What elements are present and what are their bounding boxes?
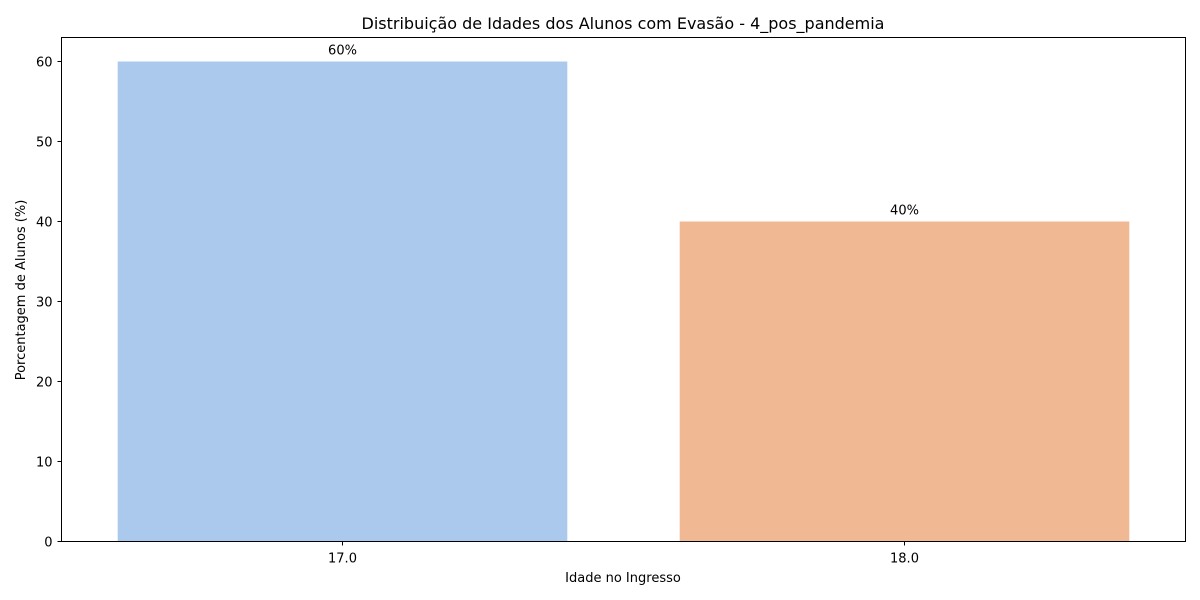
data-labels: 60% 40% xyxy=(328,44,919,219)
y-tick-label: 10 xyxy=(36,456,53,471)
y-axis-label: Porcentagem de Alunos (%) xyxy=(14,200,29,381)
y-tick-label: 20 xyxy=(36,376,53,391)
plot-frame xyxy=(61,37,1186,542)
y-axis-ticks: 0 10 20 30 40 50 60 xyxy=(36,56,62,551)
x-axis-label: Idade no Ingresso xyxy=(565,571,681,586)
bar-18.0 xyxy=(679,221,1130,542)
data-label: 40% xyxy=(890,204,919,219)
data-label: 60% xyxy=(328,44,357,59)
y-tick-label: 60 xyxy=(36,56,53,71)
x-tick-label: 17.0 xyxy=(328,552,357,567)
bars-group xyxy=(117,61,1130,542)
y-tick-label: 30 xyxy=(36,296,53,311)
x-axis-ticks: 17.0 18.0 xyxy=(328,541,919,567)
y-tick-label: 40 xyxy=(36,216,53,231)
x-tick-label: 18.0 xyxy=(890,552,919,567)
y-tick-label: 0 xyxy=(44,536,52,551)
chart-title: Distribuição de Idades dos Alunos com Ev… xyxy=(362,14,885,34)
y-tick-label: 50 xyxy=(36,136,53,151)
bar-17.0 xyxy=(117,61,568,542)
